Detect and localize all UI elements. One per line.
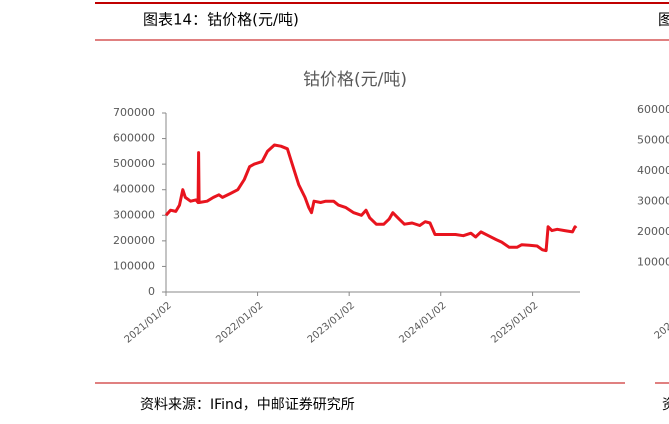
next-source: 资 xyxy=(662,397,669,413)
y-tick-label: 700000 xyxy=(113,106,155,119)
figure-title: 图表14：钴价格(元/吨) xyxy=(143,11,299,29)
y-tick-label: 400000 xyxy=(113,183,155,196)
y-tick-label: 100000 xyxy=(113,259,155,272)
x-tick-label: 2025/01/02 xyxy=(489,300,540,345)
y-tick-label: 200000 xyxy=(113,234,155,247)
chart-title: 钴价格(元/吨) xyxy=(303,70,407,90)
x-tick-label: 2021/01/02 xyxy=(123,300,174,345)
right-x-tick-label: 2021/01/02 xyxy=(653,296,669,341)
y-tick-label: 300000 xyxy=(113,208,155,221)
next-figure-title: 图 xyxy=(658,11,669,29)
right-y-tick-label: 100000 xyxy=(637,256,669,269)
right-y-tick-label: 400000 xyxy=(637,164,669,177)
right-y-tick-label: 200000 xyxy=(637,225,669,238)
x-tick-label: 2023/01/02 xyxy=(306,300,357,345)
source: 资料来源：IFind，中邮证券研究所 xyxy=(140,397,355,413)
price-line xyxy=(164,143,578,253)
right-y-tick-label: 500000 xyxy=(637,134,669,147)
y-tick-label: 600000 xyxy=(113,132,155,145)
right-y-tick-label: 300000 xyxy=(637,195,669,208)
y-tick-label: 500000 xyxy=(113,157,155,170)
x-tick-label: 2022/01/02 xyxy=(214,300,265,345)
x-tick-label: 2024/01/02 xyxy=(397,300,448,345)
right-y-tick-label: 600000 xyxy=(637,103,669,116)
y-tick-label: 0 xyxy=(148,285,155,298)
